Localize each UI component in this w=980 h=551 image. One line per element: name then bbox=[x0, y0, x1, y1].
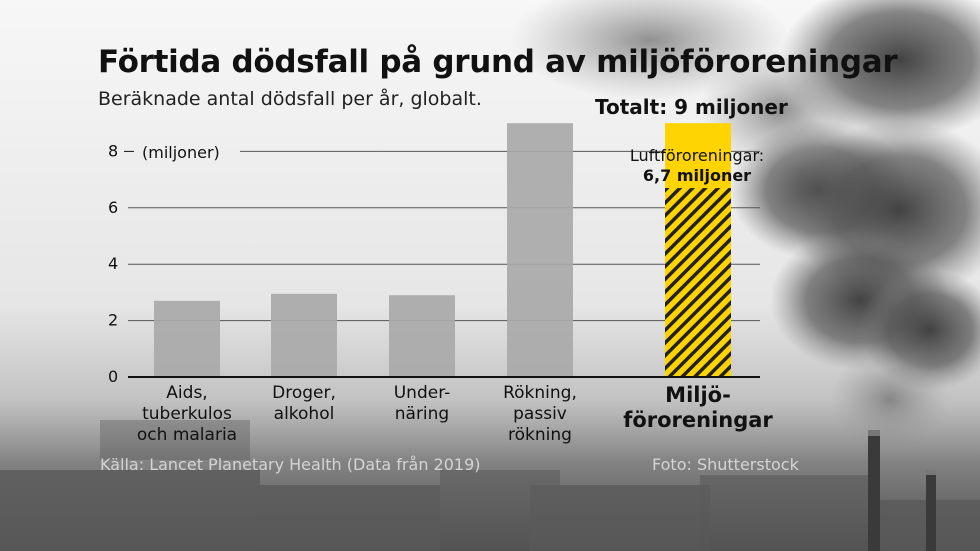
bars bbox=[154, 123, 731, 377]
bar bbox=[507, 123, 573, 377]
x-category-label: Rökning, passiv rökning bbox=[503, 383, 577, 445]
chart-title: Förtida dödsfall på grund av miljöförore… bbox=[98, 44, 898, 80]
air-pollution-annotation: Luftföroreningar: 6,7 miljoner bbox=[612, 146, 782, 186]
x-category-label: Droger, alkohol bbox=[272, 383, 336, 424]
bar-highlight-other bbox=[665, 123, 731, 189]
bar bbox=[389, 295, 455, 377]
y-tick-label: 8 bbox=[108, 141, 118, 160]
y-axis-ticks: 0 2 4 6 8 bbox=[108, 141, 134, 386]
bar bbox=[154, 300, 220, 377]
y-tick-label: 2 bbox=[108, 311, 118, 330]
photo-credit: Foto: Shutterstock bbox=[652, 455, 799, 474]
air-pollution-value: 6,7 miljoner bbox=[642, 166, 752, 185]
bar bbox=[271, 293, 337, 377]
total-label: Totalt: 9 miljoner bbox=[595, 95, 788, 119]
y-tick-label: 6 bbox=[108, 198, 118, 217]
x-category-label: Under- näring bbox=[393, 383, 451, 424]
y-axis-unit-label: (miljoner) bbox=[142, 143, 220, 162]
chart-subtitle: Beräknade antal dödsfall per år, globalt… bbox=[98, 88, 482, 110]
air-pollution-name: Luftföroreningar: bbox=[629, 146, 765, 165]
bar-highlight-air-pollution bbox=[665, 188, 731, 377]
y-tick-label: 0 bbox=[108, 367, 118, 386]
chimneys bbox=[868, 430, 936, 551]
y-tick-label: 4 bbox=[108, 254, 118, 273]
x-category-label: Miljö- föroreningar bbox=[623, 383, 773, 432]
x-category-label: Aids, tuberkulos och malaria bbox=[136, 383, 238, 445]
source-note: Källa: Lancet Planetary Health (Data frå… bbox=[100, 455, 481, 474]
